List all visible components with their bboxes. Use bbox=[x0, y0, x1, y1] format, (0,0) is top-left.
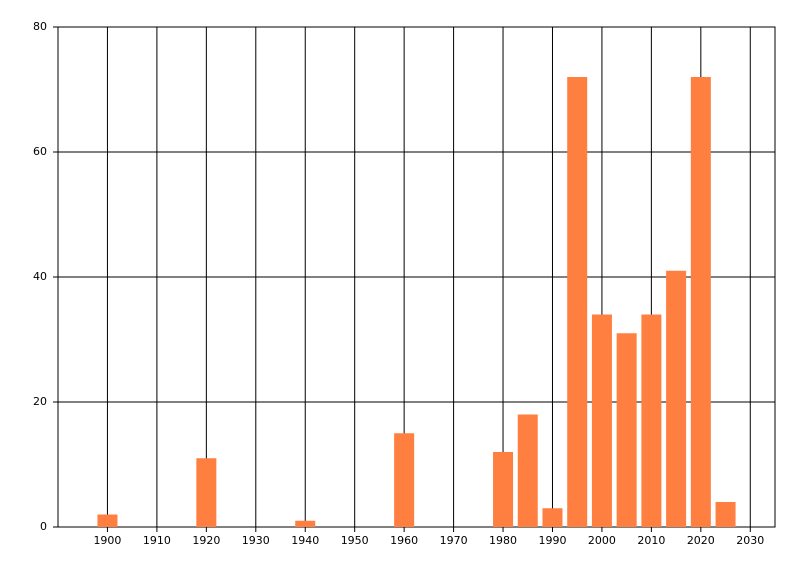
y-tick-label: 20 bbox=[33, 395, 47, 408]
y-tick-label: 80 bbox=[33, 20, 47, 33]
bar bbox=[690, 77, 711, 527]
y-tick-label: 0 bbox=[40, 520, 47, 533]
x-tick-label: 1970 bbox=[440, 534, 468, 547]
bar bbox=[196, 458, 217, 527]
x-tick-label: 2000 bbox=[588, 534, 616, 547]
bar bbox=[715, 502, 736, 527]
x-tick-label: 1950 bbox=[341, 534, 369, 547]
bar bbox=[97, 514, 118, 527]
bar bbox=[591, 314, 612, 527]
bar bbox=[517, 414, 538, 527]
x-tick-label: 1980 bbox=[489, 534, 517, 547]
bar bbox=[493, 452, 514, 527]
x-tick-label: 1990 bbox=[538, 534, 566, 547]
bar bbox=[616, 333, 637, 527]
x-tick-label: 1960 bbox=[390, 534, 418, 547]
x-tick-label: 2020 bbox=[687, 534, 715, 547]
y-tick-label: 60 bbox=[33, 145, 47, 158]
bar bbox=[295, 520, 316, 527]
plot-frame bbox=[57, 26, 776, 528]
x-tick-label: 1920 bbox=[192, 534, 220, 547]
x-tick-label: 1930 bbox=[242, 534, 270, 547]
bar bbox=[567, 77, 588, 527]
bar bbox=[394, 433, 415, 527]
x-tick-label: 2030 bbox=[736, 534, 764, 547]
x-tick-label: 2010 bbox=[637, 534, 665, 547]
x-tick-label: 1910 bbox=[143, 534, 171, 547]
x-tick-label: 1940 bbox=[291, 534, 319, 547]
bar bbox=[641, 314, 662, 527]
x-tick-label: 1900 bbox=[93, 534, 121, 547]
bar bbox=[542, 508, 563, 527]
y-tick-label: 40 bbox=[33, 270, 47, 283]
bar bbox=[666, 270, 687, 527]
